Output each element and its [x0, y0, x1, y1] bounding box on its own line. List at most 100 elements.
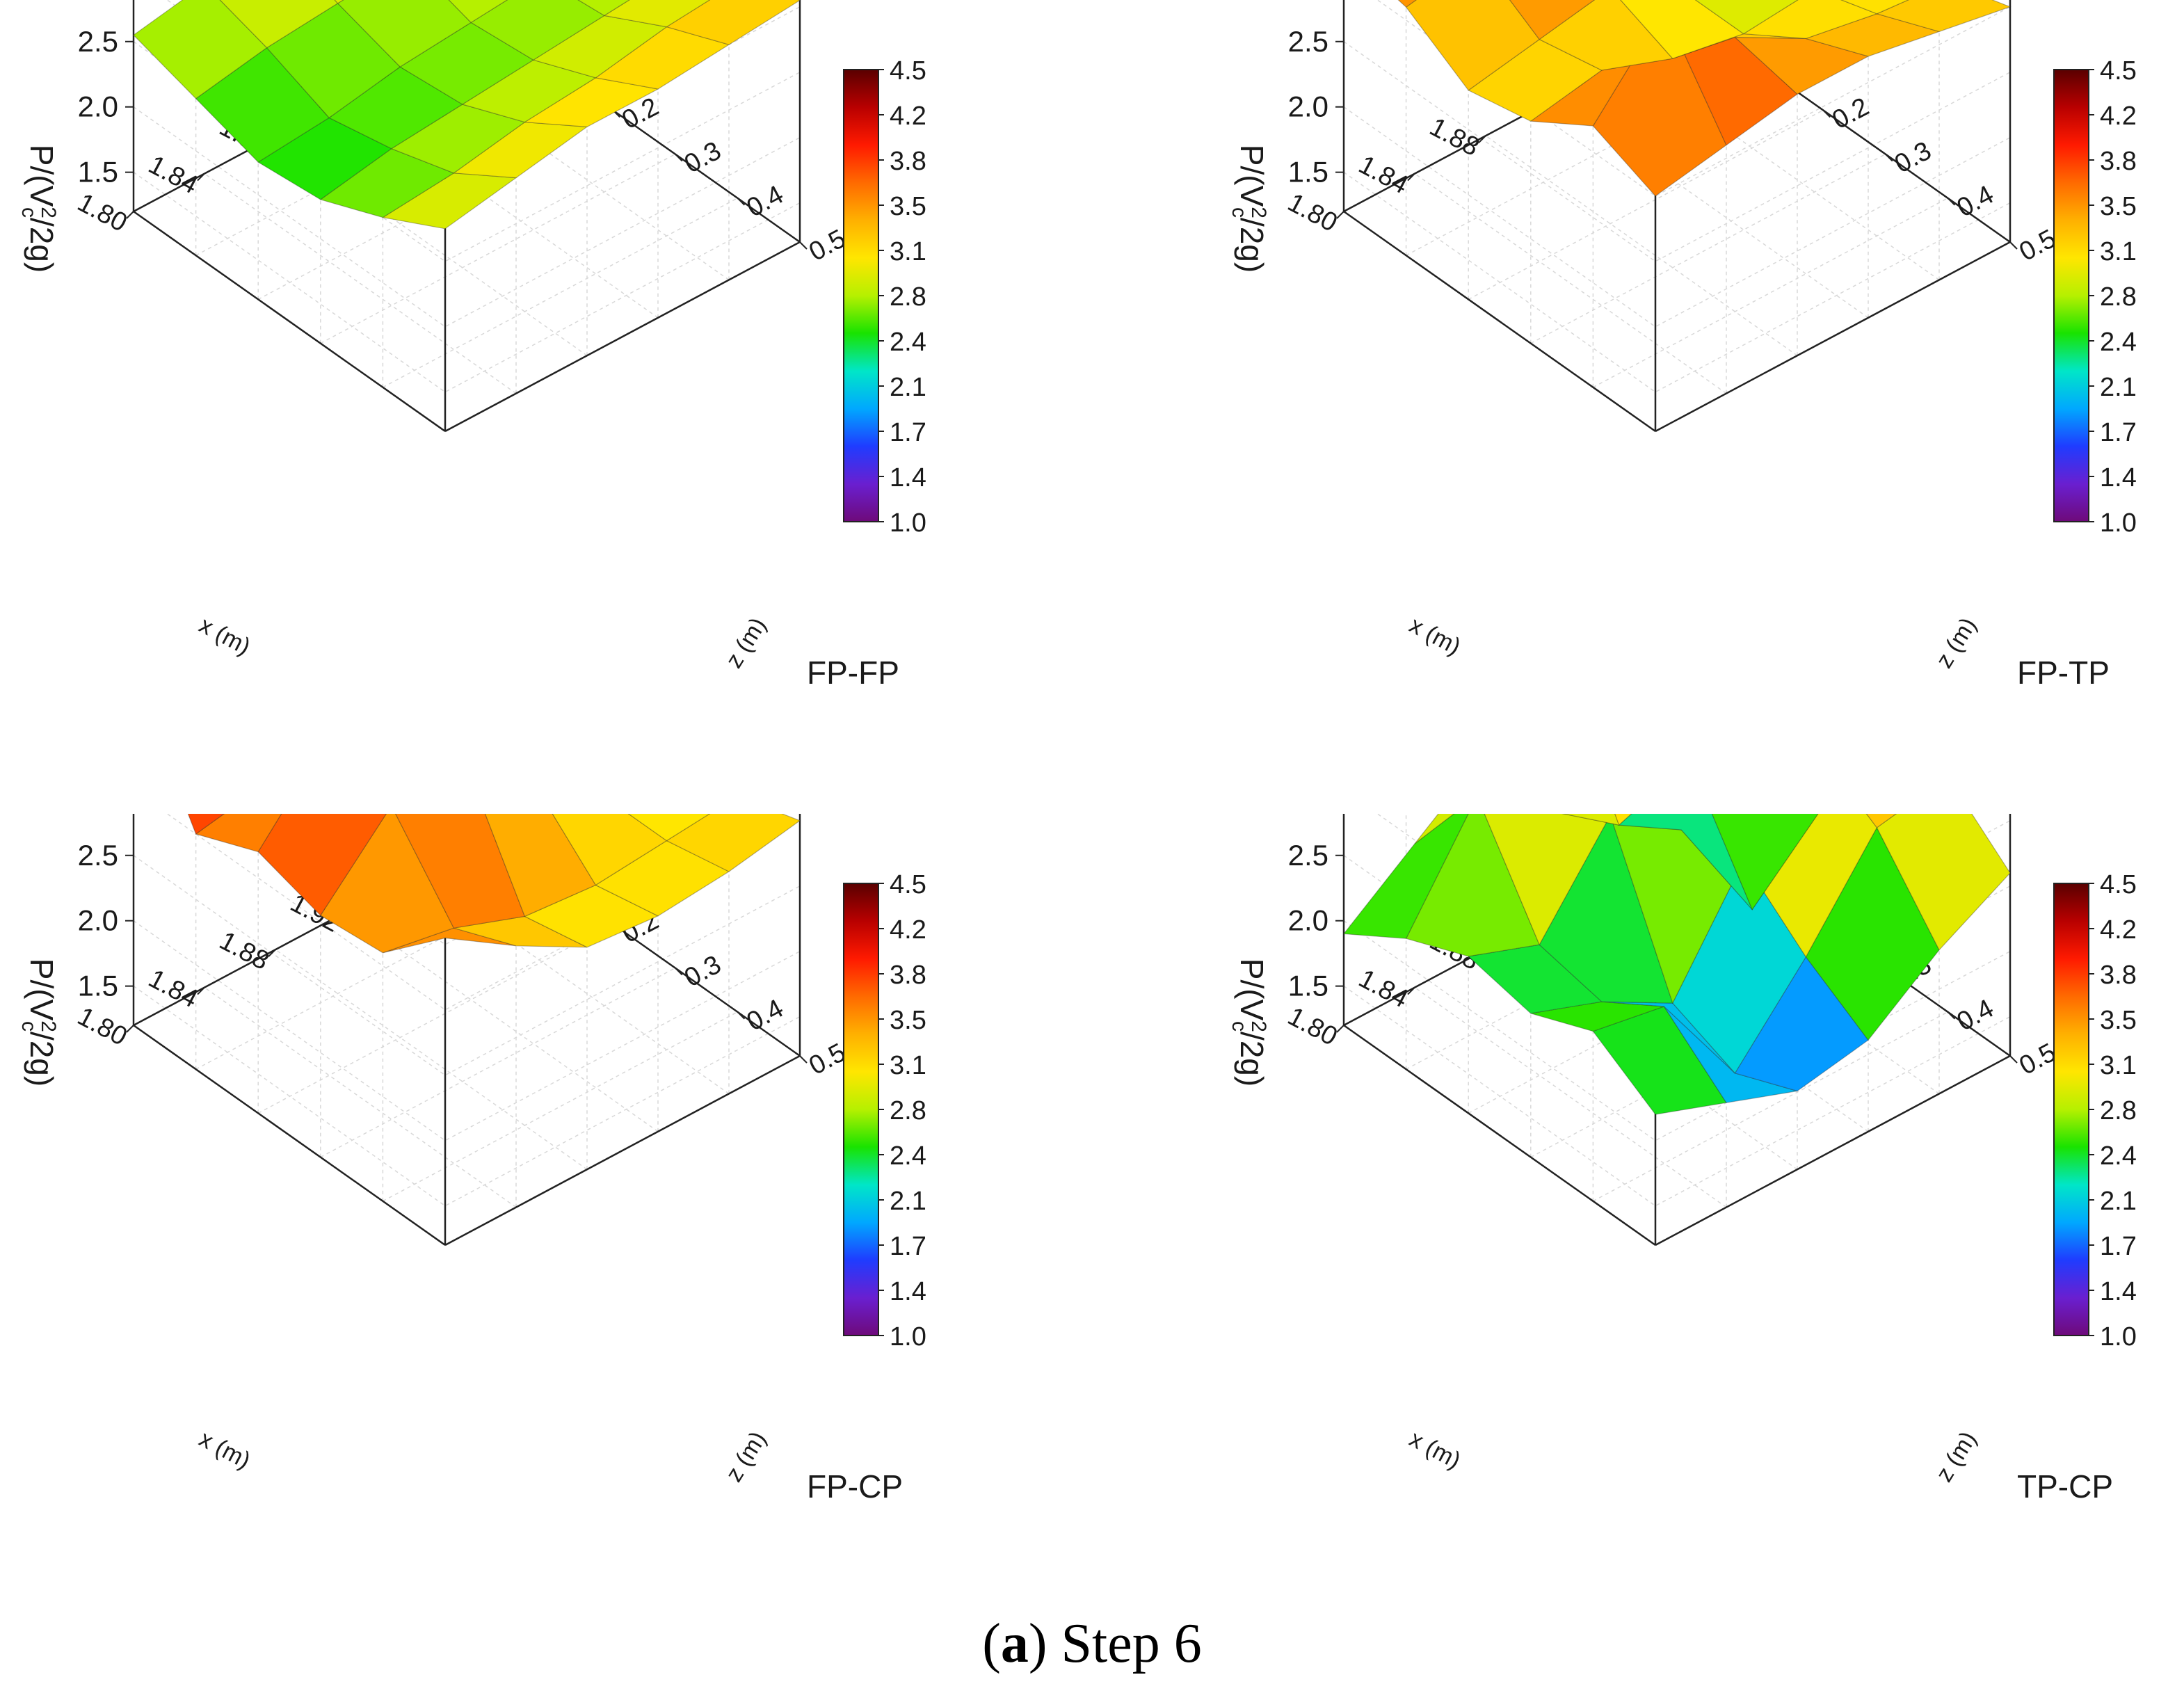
x-tick-label: 1.80 [1283, 188, 1342, 238]
z-tick-mark [675, 153, 683, 162]
surface-fp-fp [133, 0, 801, 230]
floor-edge-line [1655, 241, 2011, 433]
z-tick-mark [737, 1011, 746, 1020]
z-tick-label: 0.3 [680, 950, 725, 993]
floor-edge-line [1343, 1024, 1656, 1246]
x-tick-mark [126, 211, 134, 219]
wall-grid-line [1343, 920, 2011, 1141]
colorbar-tick-label: 1.4 [2100, 463, 2137, 492]
colorbar-tick-label: 1.0 [890, 1322, 926, 1352]
colorbar-tick-label: 2.4 [2100, 1141, 2137, 1171]
floor-edge-line [1343, 210, 1656, 433]
floor-grid-line [1593, 198, 1948, 388]
z-axis-title: z (m) [721, 613, 771, 673]
z-axis-title: z (m) [1931, 1427, 1982, 1486]
chart-svg-fp-tp: 1.52.02.53.03.54.04.5P/(V2c/2g)1.801.841… [1228, 0, 2137, 691]
surface-cell [627, 814, 711, 842]
colorbar-tick-label: 3.8 [2100, 961, 2137, 990]
floor-edge-line [133, 1024, 446, 1246]
surface-cell [334, 0, 344, 4]
wall-grid-line [133, 985, 801, 1207]
x-tick-mark [197, 986, 205, 995]
surface-cell [1865, 814, 1897, 828]
surface-cell [484, 814, 597, 917]
surface-cell [1397, 0, 1417, 8]
wall-grid-line [133, 855, 801, 1076]
surface-cell [1484, 814, 1612, 946]
colorbar-tick-label: 3.1 [2100, 1051, 2137, 1080]
x-tick-mark [197, 173, 205, 182]
z-tick-label: 0.2 [1828, 92, 1874, 135]
colorbar-tick-label: 1.0 [890, 508, 926, 538]
surface-cell [470, 0, 605, 61]
colorbar-tick-label: 1.4 [2100, 1277, 2137, 1306]
wall-grid-line [133, 106, 801, 328]
x-tick-mark [1336, 211, 1344, 219]
z-axis-title: z (m) [721, 1427, 771, 1486]
floor-grid-line [383, 198, 738, 388]
z-tick-mark [1947, 1011, 1956, 1020]
wall-grid-line [133, 171, 801, 393]
surface-fp-cp [187, 814, 801, 954]
surface-cell [1614, 814, 1632, 826]
floor-edge-line [444, 241, 801, 433]
figure-caption: (a) Step 6 [982, 1613, 1202, 1674]
surface-cell [666, 814, 801, 872]
colorbar-tick-label: 4.5 [890, 56, 926, 86]
colorbar-tick-label: 4.5 [2100, 870, 2137, 899]
surface-cell [1509, 0, 1596, 40]
z-tick-label: 0.3 [680, 136, 725, 179]
y-tick-label: 2.5 [1288, 839, 1328, 872]
surface-cell [395, 814, 526, 929]
y-tick-label: 2.0 [1288, 90, 1328, 123]
z-tick-label: 0.4 [1952, 994, 1998, 1037]
surface-cell [133, 0, 268, 99]
y-axis-title: P/(V2c/2g) [17, 145, 60, 273]
colorbar-tick-label: 2.8 [2100, 1096, 2137, 1125]
colorbar-tick-label: 2.4 [2100, 328, 2137, 357]
colorbar-tick-label: 2.4 [890, 328, 926, 357]
colorbar-tick-label: 4.2 [890, 915, 926, 945]
x-tick-mark [1336, 1025, 1344, 1033]
surface-cell [1876, 814, 2011, 951]
x-axis-title: x (m) [1405, 1425, 1465, 1474]
floor-grid-line [320, 153, 676, 344]
colorbar-tick-label: 2.8 [890, 282, 926, 312]
x-axis-title: x (m) [195, 1425, 255, 1474]
colorbar-tick-label: 1.0 [2100, 1322, 2137, 1352]
surface-cell [1620, 0, 1745, 59]
y-axis-title: P/(V2c/2g) [1228, 145, 1270, 273]
colorbar-tick-label: 1.7 [890, 418, 926, 447]
surface-cell [337, 0, 472, 67]
surface-cell [1405, 814, 1541, 957]
x-tick-label: 1.80 [1283, 1002, 1342, 1052]
colorbar-tick-label: 4.5 [890, 870, 926, 899]
surface-cell [319, 814, 455, 954]
colorbar-tick-label: 1.7 [2100, 418, 2137, 447]
floor-grid-line [275, 135, 588, 356]
x-tick-label: 1.80 [72, 1002, 131, 1052]
surface-fp-tp [1397, 0, 2012, 197]
surface-cell [1618, 814, 1753, 910]
colorbar-tick-label: 1.0 [2100, 508, 2137, 538]
colorbar-tick-label: 2.1 [890, 373, 926, 402]
z-tick-mark [799, 241, 808, 250]
x-axis-title: x (m) [1405, 611, 1465, 660]
surface-cell [603, 0, 711, 28]
floor-grid-line [257, 923, 613, 1114]
x-tick-mark [268, 949, 276, 957]
floor-grid-line [320, 967, 676, 1158]
colorbar [843, 69, 879, 522]
colorbar-tick-label: 4.2 [2100, 102, 2137, 131]
z-tick-label: 0.4 [1952, 180, 1998, 223]
colorbar-tick-label: 3.8 [2100, 147, 2137, 176]
surface-cell [219, 0, 339, 49]
y-tick-label: 1.5 [1288, 156, 1328, 189]
colorbar-tick-label: 3.5 [2100, 1006, 2137, 1035]
colorbar-tick-label: 2.1 [2100, 373, 2137, 402]
surface-cell [1840, 0, 1909, 15]
colorbar-tick-label: 3.8 [890, 147, 926, 176]
wall-grid-line [1343, 171, 2011, 393]
surface-cell [257, 814, 387, 916]
colorbar-tick-label: 1.4 [890, 1277, 926, 1306]
